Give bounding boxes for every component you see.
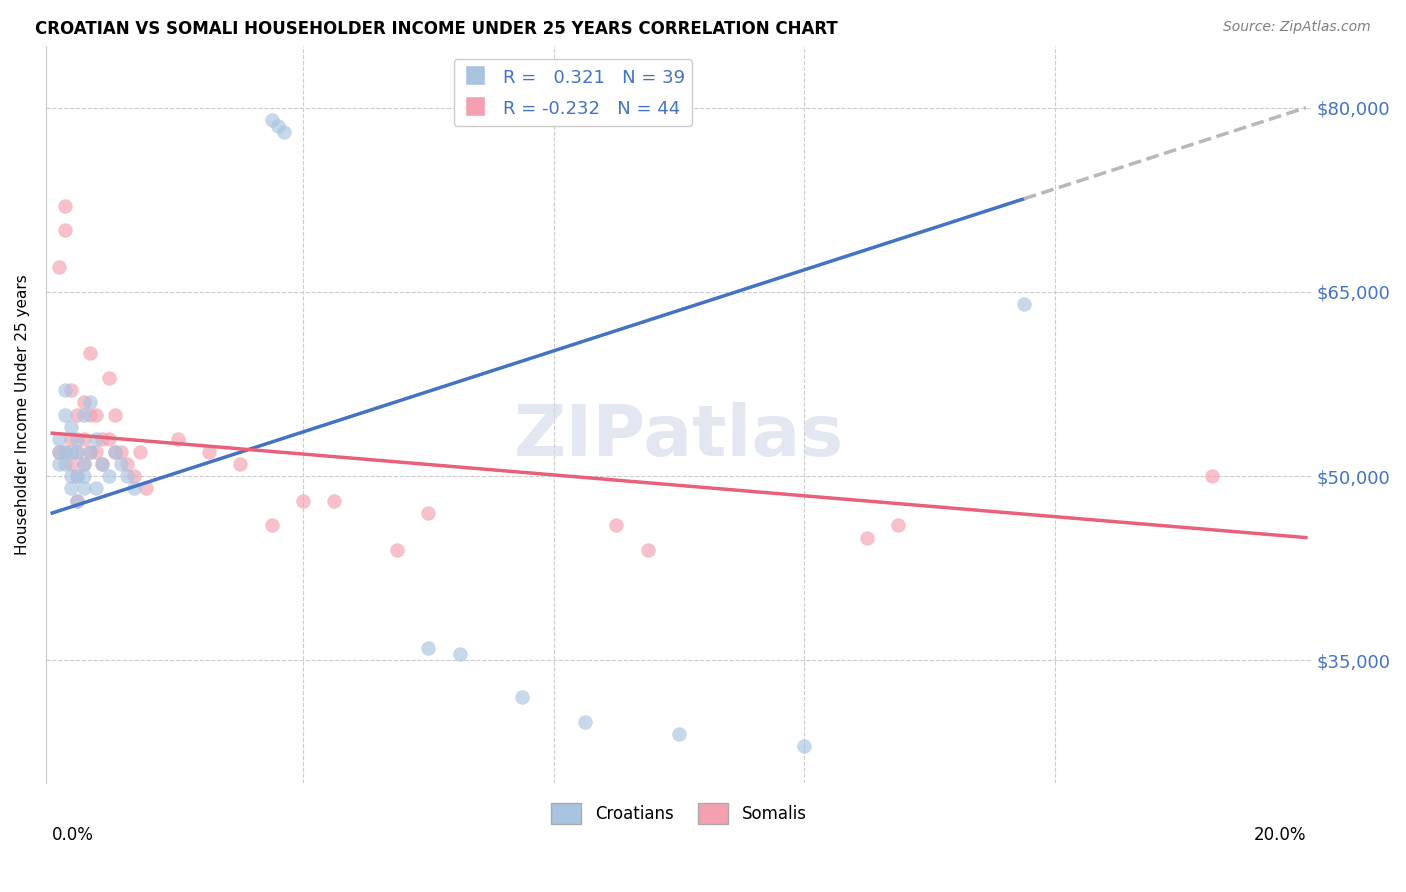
- Point: [104, 408, 127, 422]
- Point: [53, 444, 76, 458]
- Point: [48, 444, 70, 458]
- Point: [129, 444, 152, 458]
- Point: [66, 444, 89, 458]
- Point: [72, 457, 94, 471]
- Point: [122, 482, 145, 496]
- Point: [72, 457, 94, 471]
- Point: [60, 444, 83, 458]
- Point: [84, 408, 107, 422]
- Point: [66, 493, 89, 508]
- Y-axis label: Householder Income Under 25 years: Householder Income Under 25 years: [15, 275, 30, 555]
- Point: [110, 444, 132, 458]
- Point: [260, 112, 283, 127]
- Point: [91, 457, 114, 471]
- Point: [72, 469, 94, 483]
- Point: [97, 371, 120, 385]
- Point: [60, 432, 83, 446]
- Point: [166, 432, 188, 446]
- Point: [60, 469, 83, 483]
- Point: [260, 518, 283, 533]
- Point: [91, 457, 114, 471]
- Point: [637, 542, 659, 557]
- Point: [122, 469, 145, 483]
- Text: ZIPatlas: ZIPatlas: [515, 402, 844, 471]
- Point: [84, 432, 107, 446]
- Point: [66, 432, 89, 446]
- Point: [97, 469, 120, 483]
- Point: [229, 457, 252, 471]
- Text: 20.0%: 20.0%: [1253, 826, 1306, 844]
- Point: [79, 444, 101, 458]
- Point: [117, 469, 139, 483]
- Point: [1201, 469, 1223, 483]
- Point: [48, 444, 70, 458]
- Point: [53, 444, 76, 458]
- Text: CROATIAN VS SOMALI HOUSEHOLDER INCOME UNDER 25 YEARS CORRELATION CHART: CROATIAN VS SOMALI HOUSEHOLDER INCOME UN…: [35, 20, 838, 37]
- Point: [323, 493, 346, 508]
- Point: [198, 444, 221, 458]
- Point: [66, 493, 89, 508]
- Point: [512, 690, 534, 705]
- Point: [104, 444, 127, 458]
- Point: [91, 432, 114, 446]
- Point: [66, 469, 89, 483]
- Point: [110, 457, 132, 471]
- Text: 0.0%: 0.0%: [52, 826, 94, 844]
- Point: [79, 346, 101, 360]
- Point: [291, 493, 314, 508]
- Point: [97, 432, 120, 446]
- Legend: Croatians, Somalis: Croatians, Somalis: [544, 797, 814, 830]
- Point: [66, 408, 89, 422]
- Point: [418, 506, 440, 520]
- Point: [66, 444, 89, 458]
- Point: [53, 199, 76, 213]
- Point: [273, 125, 295, 139]
- Point: [574, 714, 596, 729]
- Point: [60, 482, 83, 496]
- Point: [104, 444, 127, 458]
- Point: [418, 641, 440, 656]
- Point: [48, 260, 70, 275]
- Text: Source: ZipAtlas.com: Source: ZipAtlas.com: [1223, 20, 1371, 34]
- Point: [605, 518, 627, 533]
- Point: [53, 383, 76, 397]
- Point: [84, 482, 107, 496]
- Point: [79, 408, 101, 422]
- Point: [72, 408, 94, 422]
- Point: [53, 408, 76, 422]
- Point: [793, 739, 815, 754]
- Point: [267, 119, 290, 133]
- Point: [856, 531, 879, 545]
- Point: [84, 444, 107, 458]
- Point: [72, 432, 94, 446]
- Point: [48, 432, 70, 446]
- Point: [668, 727, 690, 741]
- Point: [385, 542, 408, 557]
- Point: [1012, 297, 1035, 311]
- Point: [60, 420, 83, 434]
- Point: [79, 395, 101, 409]
- Point: [66, 469, 89, 483]
- Point: [53, 457, 76, 471]
- Point: [60, 457, 83, 471]
- Point: [53, 223, 76, 237]
- Point: [887, 518, 910, 533]
- Point: [135, 482, 157, 496]
- Point: [117, 457, 139, 471]
- Point: [72, 395, 94, 409]
- Point: [48, 457, 70, 471]
- Point: [79, 444, 101, 458]
- Point: [449, 647, 471, 661]
- Point: [60, 383, 83, 397]
- Point: [72, 482, 94, 496]
